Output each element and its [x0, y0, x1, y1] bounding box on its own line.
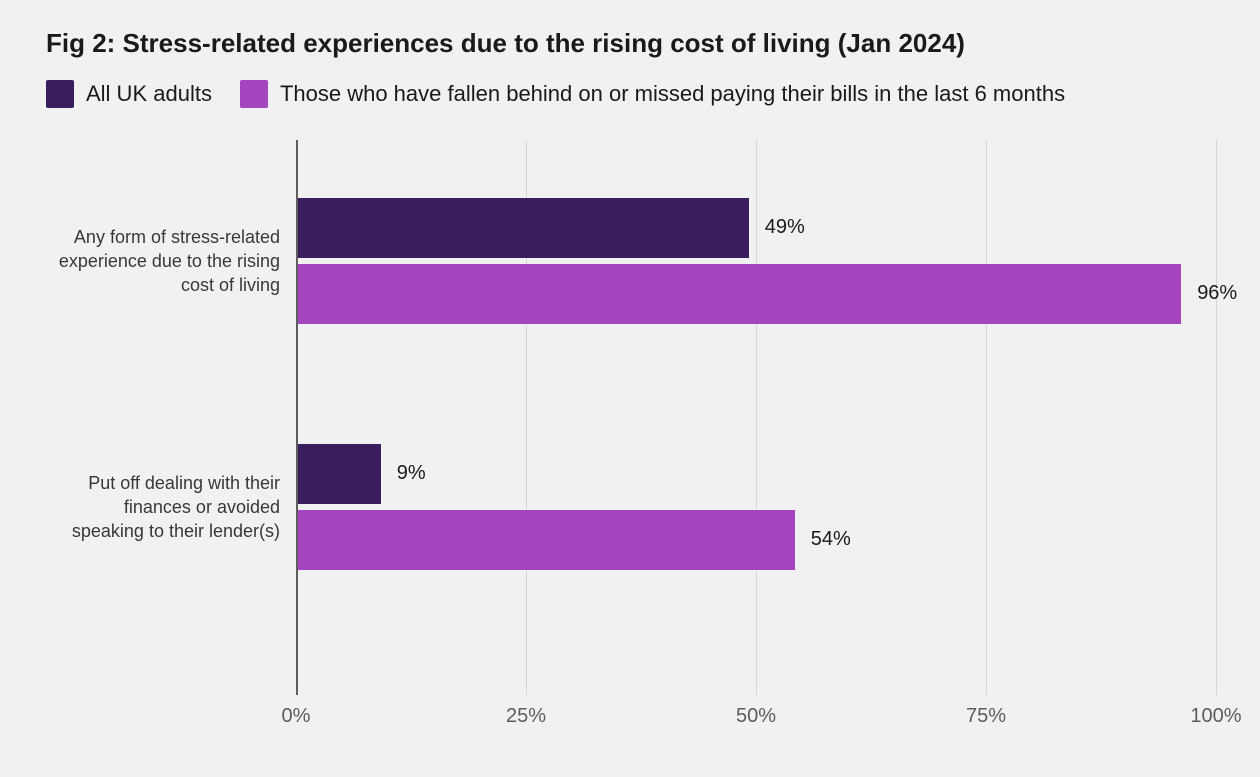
- bar-value-label: 96%: [1197, 282, 1237, 305]
- bar-value-label: 9%: [397, 462, 426, 485]
- legend-item-series-2: Those who have fallen behind on or misse…: [240, 80, 1065, 108]
- plot-area: 0%25%50%75%100%49%96%Any form of stress-…: [296, 140, 1216, 695]
- x-tick-label: 75%: [966, 705, 1006, 728]
- legend-swatch-series-1: [46, 80, 74, 108]
- category-label: Put off dealing with theirfinances or av…: [30, 471, 280, 544]
- x-tick-label: 50%: [736, 705, 776, 728]
- gridline: [756, 140, 757, 695]
- gridline: [1216, 140, 1217, 695]
- legend-label-series-2: Those who have fallen behind on or misse…: [280, 81, 1065, 107]
- bar: [298, 510, 795, 570]
- chart-container: Fig 2: Stress-related experiences due to…: [0, 0, 1260, 777]
- x-tick-label: 0%: [282, 705, 311, 728]
- legend-label-series-1: All UK adults: [86, 81, 212, 107]
- chart-title: Fig 2: Stress-related experiences due to…: [46, 28, 965, 59]
- bar-value-label: 49%: [765, 216, 805, 239]
- bar-value-label: 54%: [811, 528, 851, 551]
- bar: [298, 198, 749, 258]
- x-tick-label: 25%: [506, 705, 546, 728]
- gridline: [986, 140, 987, 695]
- legend-swatch-series-2: [240, 80, 268, 108]
- category-label: Any form of stress-relatedexperience due…: [30, 225, 280, 298]
- x-tick-label: 100%: [1190, 705, 1241, 728]
- chart-legend: All UK adults Those who have fallen behi…: [46, 80, 1065, 108]
- legend-item-series-1: All UK adults: [46, 80, 212, 108]
- bar: [298, 444, 381, 504]
- bar: [298, 264, 1181, 324]
